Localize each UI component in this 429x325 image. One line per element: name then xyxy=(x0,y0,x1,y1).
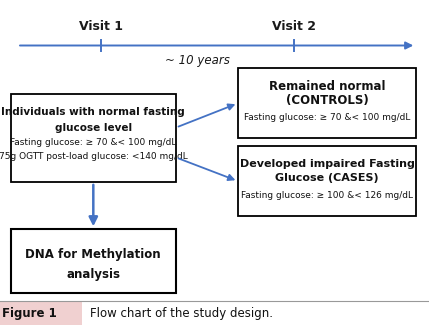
Text: 75g OGTT post-load glucose: <140 mg/dL: 75g OGTT post-load glucose: <140 mg/dL xyxy=(0,152,187,161)
Text: Developed impaired Fasting: Developed impaired Fasting xyxy=(240,159,414,169)
Bar xyxy=(11,229,176,292)
Text: DNA for Methylation: DNA for Methylation xyxy=(25,248,161,261)
Text: glucose level: glucose level xyxy=(55,124,132,133)
Text: Remained normal: Remained normal xyxy=(269,80,385,93)
Text: Visit 2: Visit 2 xyxy=(272,20,316,32)
Text: ~ 10 years: ~ 10 years xyxy=(165,54,230,67)
Bar xyxy=(238,146,416,216)
Text: Fasting glucose: ≥ 100 &< 126 mg/dL: Fasting glucose: ≥ 100 &< 126 mg/dL xyxy=(241,190,413,200)
Bar xyxy=(0,302,82,325)
Text: Flow chart of the study design.: Flow chart of the study design. xyxy=(90,307,273,320)
Text: Visit 1: Visit 1 xyxy=(79,20,123,32)
Text: Fasting glucose: ≥ 70 &< 100 mg/dL: Fasting glucose: ≥ 70 &< 100 mg/dL xyxy=(10,138,176,147)
Bar xyxy=(238,68,416,138)
Text: analysis: analysis xyxy=(66,268,120,281)
Text: (CONTROLS): (CONTROLS) xyxy=(286,94,369,107)
Bar xyxy=(11,94,176,182)
Text: Fasting glucose: ≥ 70 &< 100 mg/dL: Fasting glucose: ≥ 70 &< 100 mg/dL xyxy=(244,112,410,122)
Text: Glucose (CASES): Glucose (CASES) xyxy=(275,173,379,183)
Text: Figure 1: Figure 1 xyxy=(2,307,57,320)
Text: Individuals with normal fasting: Individuals with normal fasting xyxy=(1,107,185,117)
